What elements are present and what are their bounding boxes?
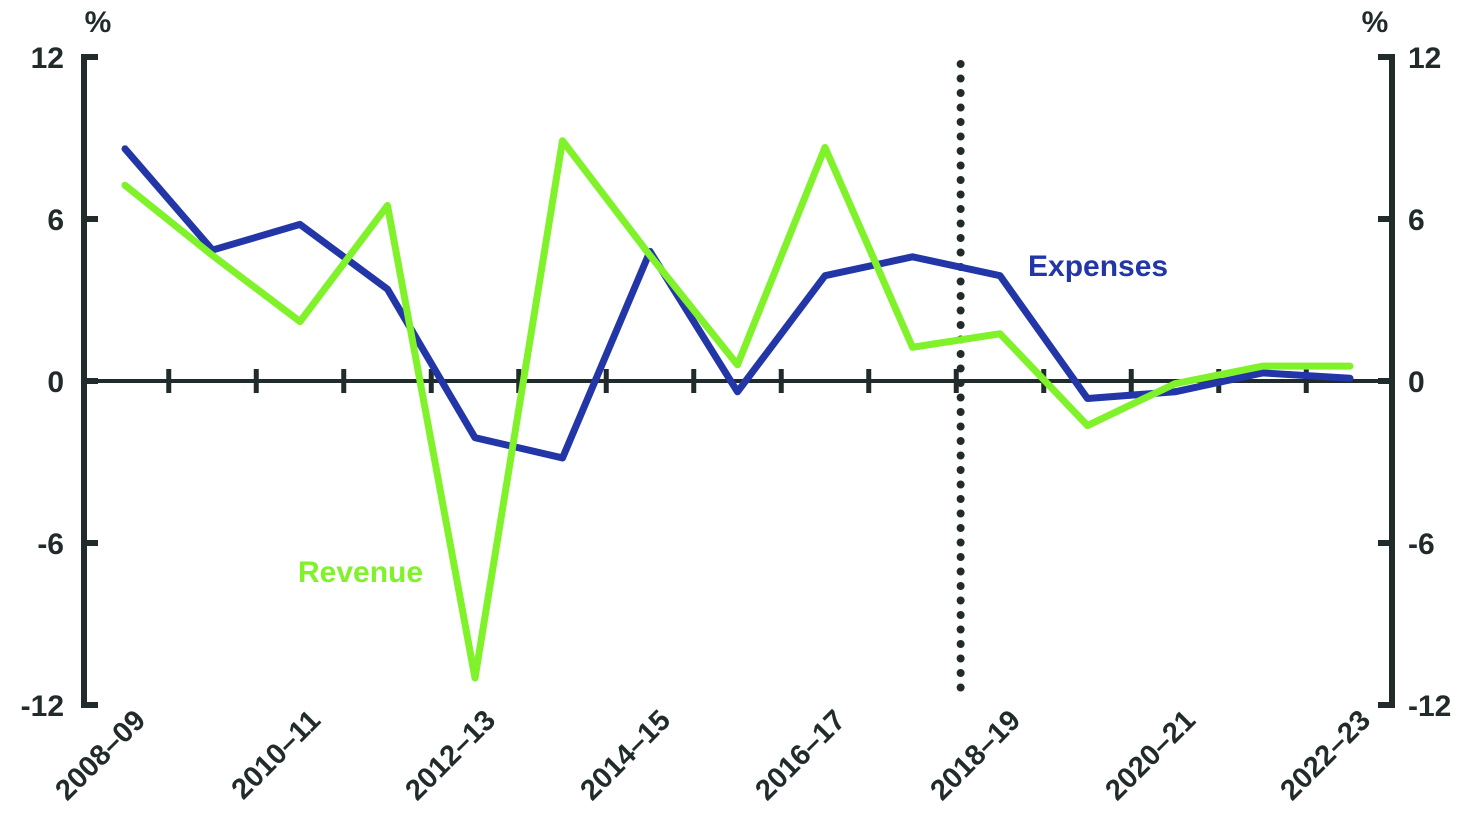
x-tick-label: 2012–13 <box>399 704 501 806</box>
right-y-tick-label: -12 <box>1408 690 1451 723</box>
series-line-expenses <box>125 149 1350 458</box>
x-tick-label: 2010–11 <box>226 704 327 805</box>
right-y-tick-label: 6 <box>1408 204 1425 237</box>
left-y-tick-label: 12 <box>31 42 64 75</box>
right-y-tick-label: 0 <box>1408 366 1425 399</box>
right-axis-unit: % <box>1362 6 1389 39</box>
x-tick-label: 2008–09 <box>49 704 151 806</box>
left-y-tick-label: 0 <box>47 366 64 399</box>
left-y-tick-label: -6 <box>37 528 64 561</box>
left-axis-unit: % <box>85 6 112 39</box>
series-label-expenses: Expenses <box>1028 250 1168 283</box>
x-tick-label: 2016–17 <box>749 704 851 806</box>
left-y-tick-label: 6 <box>47 204 64 237</box>
x-tick-label: 2022–23 <box>1274 704 1376 806</box>
right-y-tick-label: -6 <box>1408 528 1435 561</box>
right-y-tick-label: 12 <box>1408 42 1441 75</box>
left-y-tick-label: -12 <box>21 690 64 723</box>
series-line-revenue <box>125 141 1350 678</box>
x-tick-label: 2018–19 <box>924 704 1026 806</box>
x-tick-label: 2014–15 <box>574 704 676 806</box>
series-label-revenue: Revenue <box>298 556 423 589</box>
x-tick-label: 2020–21 <box>1099 704 1201 806</box>
